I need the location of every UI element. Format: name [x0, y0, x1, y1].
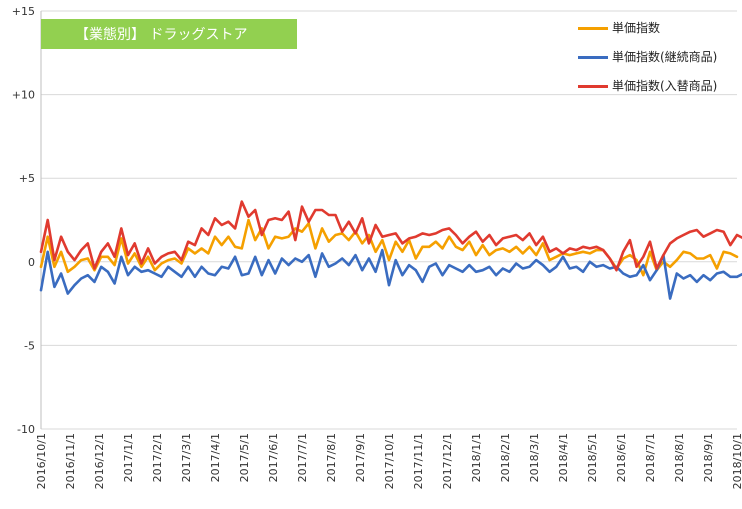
x-tick-label: 2018/1/1	[470, 433, 483, 482]
x-tick-label: 2016/11/1	[64, 433, 77, 489]
x-tick-label: 2016/10/1	[35, 433, 48, 489]
y-tick-label: 0	[28, 256, 35, 269]
y-tick-label: +10	[12, 89, 35, 102]
x-tick-label: 2017/4/1	[209, 433, 222, 482]
series-line-2	[39, 200, 742, 272]
x-tick-label: 2017/5/1	[238, 433, 251, 482]
x-tick-label: 2017/3/1	[180, 433, 193, 482]
x-tick-label: 2017/8/1	[325, 433, 338, 482]
legend-item-continuing: 単価指数(継続商品)	[578, 48, 738, 77]
series-line-0	[39, 218, 739, 277]
legend-item-replaced: 単価指数(入替商品)	[578, 77, 738, 106]
x-tick-label: 2018/8/1	[673, 433, 686, 482]
y-tick-label: -5	[24, 339, 35, 352]
x-tick-label: 2018/3/1	[528, 433, 541, 482]
x-tick-label: 2018/4/1	[557, 433, 570, 482]
x-tick-label: 2017/2/1	[151, 433, 164, 482]
series-line-1	[39, 248, 742, 300]
x-tick-label: 2017/12/1	[441, 433, 454, 489]
chart-title: 【業態別】 ドラッグストア	[41, 19, 297, 49]
x-tick-label: 2018/2/1	[499, 433, 512, 482]
x-tick-label: 2018/5/1	[586, 433, 599, 482]
legend: 単価指数 単価指数(継続商品) 単価指数(入替商品)	[578, 19, 738, 106]
x-tick-label: 2017/7/1	[296, 433, 309, 482]
y-tick-label: +5	[19, 172, 35, 185]
legend-swatch-continuing	[578, 56, 608, 59]
x-tick-label: 2017/6/1	[267, 433, 280, 482]
legend-item-price-index: 単価指数	[578, 19, 738, 48]
x-tick-label: 2018/6/1	[615, 433, 628, 482]
legend-label-replaced: 単価指数(入替商品)	[612, 79, 718, 93]
legend-label-continuing: 単価指数(継続商品)	[612, 50, 718, 64]
x-tick-label: 2017/1/1	[122, 433, 135, 482]
x-tick-label: 2017/11/1	[412, 433, 425, 489]
y-tick-label: -10	[17, 423, 35, 436]
x-tick-label: 2017/10/1	[383, 433, 396, 489]
legend-label-price-index: 単価指数	[612, 21, 661, 35]
legend-swatch-replaced	[578, 85, 608, 88]
x-tick-label: 2016/12/1	[93, 433, 106, 489]
legend-swatch-price-index	[578, 27, 608, 30]
x-tick-label: 2018/9/1	[702, 433, 715, 482]
x-tick-label: 2018/10/1	[731, 433, 742, 489]
y-tick-label: +15	[12, 5, 35, 18]
x-tick-label: 2018/7/1	[644, 433, 657, 482]
x-tick-label: 2017/9/1	[354, 433, 367, 482]
